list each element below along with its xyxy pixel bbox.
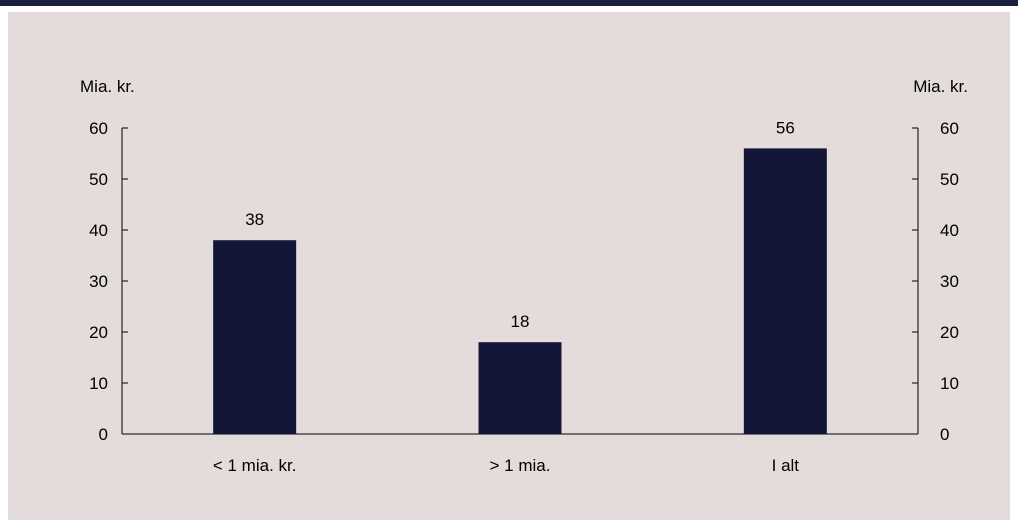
left-y-tick-label: 50 — [89, 170, 108, 189]
left-y-tick-label: 60 — [89, 119, 108, 138]
bar-value-label: 38 — [245, 210, 264, 229]
right-y-tick-label: 50 — [940, 170, 959, 189]
x-category-label: > 1 mia. — [490, 456, 551, 475]
left-y-tick-label: 20 — [89, 323, 108, 342]
right-y-tick-label: 60 — [940, 119, 959, 138]
chart-background — [8, 12, 1010, 520]
right-y-tick-label: 20 — [940, 323, 959, 342]
bar — [213, 240, 297, 434]
right-y-tick-label: 30 — [940, 272, 959, 291]
left-axis-unit-label: Mia. kr. — [80, 77, 135, 96]
x-category-label: < 1 mia. kr. — [213, 456, 297, 475]
left-y-tick-label: 0 — [99, 425, 108, 444]
right-axis-unit-label: Mia. kr. — [913, 77, 968, 96]
right-y-tick-label: 40 — [940, 221, 959, 240]
bar — [743, 148, 827, 434]
bar-value-label: 18 — [511, 312, 530, 331]
right-y-tick-label: 0 — [940, 425, 949, 444]
header-bar — [0, 0, 1018, 6]
left-y-tick-label: 10 — [89, 374, 108, 393]
left-y-tick-label: 40 — [89, 221, 108, 240]
right-y-tick-label: 10 — [940, 374, 959, 393]
bar-value-label: 56 — [776, 118, 795, 137]
x-category-label: I alt — [772, 456, 800, 475]
bar — [478, 342, 562, 434]
left-y-tick-label: 30 — [89, 272, 108, 291]
